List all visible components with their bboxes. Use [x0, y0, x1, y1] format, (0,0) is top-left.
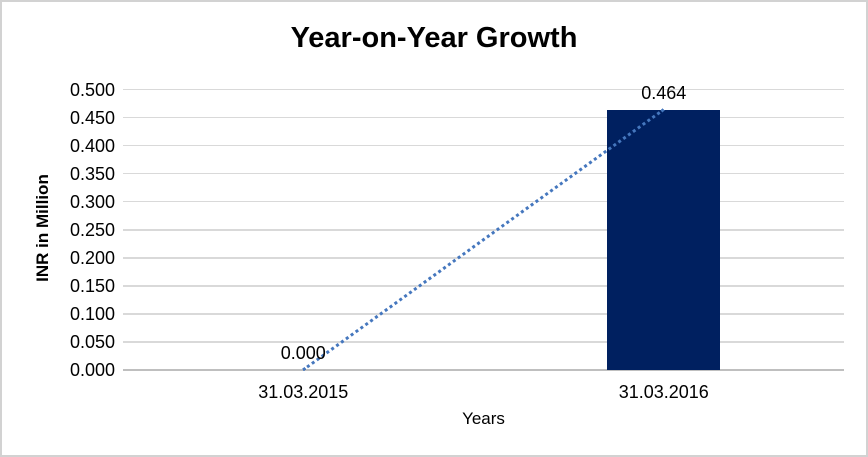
data-label: 0.000 — [280, 343, 326, 363]
y-tick-label: 0.500 — [69, 79, 115, 100]
chart-title: Year-on-Year Growth — [290, 22, 578, 54]
gridline — [123, 144, 844, 147]
gridline — [123, 116, 844, 119]
x-axis-title: Years — [462, 409, 505, 428]
y-tick-label: 0.200 — [69, 247, 115, 268]
y-tick-label: 0.150 — [69, 275, 115, 296]
x-tick-label: 31.03.2015 — [258, 382, 349, 402]
gridline — [123, 257, 844, 259]
y-tick-label: 0.000 — [69, 360, 115, 380]
y-tick-label: 0.050 — [69, 331, 115, 352]
x-tick-label: 31.03.2016 — [618, 382, 709, 402]
y-tick-label: 0.100 — [69, 303, 115, 324]
gridline — [123, 313, 844, 315]
gridline — [123, 341, 844, 343]
y-tick-label: 0.400 — [69, 135, 115, 156]
gridline — [123, 88, 844, 91]
y-tick-label: 0.250 — [69, 219, 115, 240]
gridline — [123, 229, 844, 231]
y-tick-label: 0.300 — [69, 191, 115, 212]
gridline — [123, 200, 844, 203]
bar — [607, 109, 721, 370]
gridline — [123, 285, 844, 287]
gridline — [123, 172, 844, 175]
y-tick-label: 0.350 — [69, 163, 115, 184]
y-tick-label: 0.450 — [69, 107, 115, 128]
data-label: 0.464 — [641, 82, 687, 103]
x-axis-line — [123, 369, 844, 371]
